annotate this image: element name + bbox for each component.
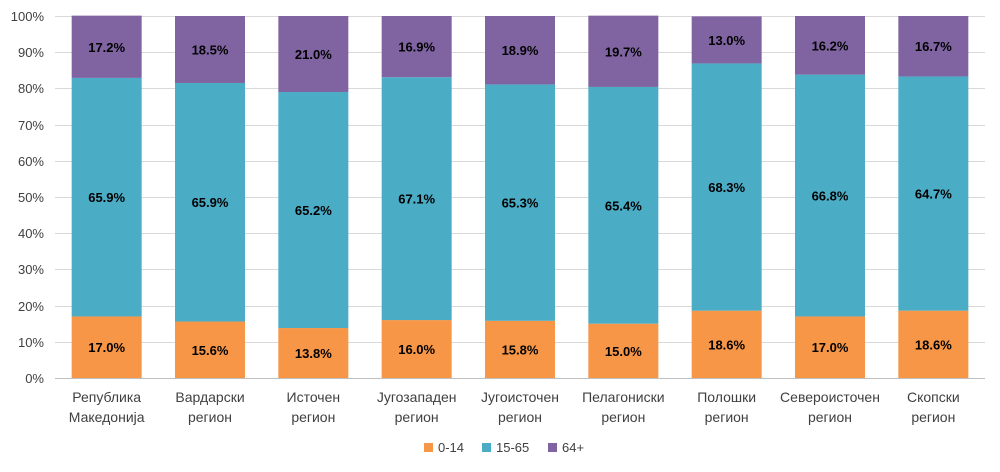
bar-segment-64+ <box>691 16 762 64</box>
data-label: 18.6% <box>915 337 952 352</box>
y-tick-label: 90% <box>18 45 44 60</box>
x-tick-label: Скопски <box>907 389 960 405</box>
bar-segment-64+ <box>588 15 659 87</box>
y-tick-label: 0% <box>25 371 44 386</box>
data-label: 18.5% <box>192 42 229 57</box>
x-tick-label: Македонија <box>69 409 145 425</box>
bar-segment-0-14 <box>278 328 349 378</box>
x-tick-label: Источен <box>287 389 341 405</box>
x-tick-label: регион <box>911 409 955 425</box>
data-label: 17.0% <box>812 340 849 355</box>
bar-segment-15-65 <box>71 77 142 317</box>
legend-label: 0-14 <box>438 440 464 455</box>
x-tick-label: регион <box>498 409 542 425</box>
data-label: 65.9% <box>192 195 229 210</box>
bar-segment-0-14 <box>381 320 452 378</box>
x-tick-label: Република <box>72 389 141 405</box>
data-label: 16.9% <box>398 40 435 55</box>
x-tick-label: регион <box>188 409 232 425</box>
data-label: 16.0% <box>398 342 435 357</box>
legend-swatch <box>424 443 433 452</box>
bar-segment-0-14 <box>485 320 555 378</box>
x-tick-label: регион <box>808 409 852 425</box>
bar-segment-0-14 <box>588 323 659 378</box>
data-label: 18.6% <box>708 337 745 352</box>
data-label: 66.8% <box>812 189 849 204</box>
bar-segment-15-65 <box>691 63 762 311</box>
y-tick-label: 50% <box>18 190 44 205</box>
bar-segment-0-14 <box>691 310 762 378</box>
data-label: 21.0% <box>295 47 332 62</box>
data-label: 67.1% <box>398 192 435 207</box>
y-axis: 0% 10% 20% 30% 40% 50% 60% 70% 80% 90% 100% <box>11 9 45 386</box>
x-tick-label: Пелагониски <box>582 389 664 405</box>
data-label: 17.2% <box>88 40 125 55</box>
data-label: 13.8% <box>295 346 332 361</box>
x-tick-label: регион <box>705 409 749 425</box>
legend: 0-14 15-65 64+ <box>424 440 584 455</box>
x-tick-label: Југоисточен <box>481 389 559 405</box>
data-label: 64.7% <box>915 187 952 202</box>
data-label: 16.7% <box>915 39 952 54</box>
x-tick-label: Полошки <box>697 389 756 405</box>
x-axis: Република Македонија Вардарски регион Источе… <box>69 389 960 425</box>
bar-segment-64+ <box>278 16 349 93</box>
data-label: 68.3% <box>708 180 745 195</box>
x-tick-label: регион <box>291 409 335 425</box>
bar-segment-64+ <box>898 16 969 77</box>
data-label: 65.3% <box>502 196 539 211</box>
bar-segment-0-14 <box>795 316 865 378</box>
legend-swatch <box>482 443 491 452</box>
bar-segment-64+ <box>175 16 245 83</box>
bar-segment-0-14 <box>898 310 969 378</box>
bar-segment-64+ <box>71 15 142 78</box>
bar-segment-15-65 <box>381 77 452 321</box>
y-tick-label: 70% <box>18 118 44 133</box>
y-tick-label: 20% <box>18 299 44 314</box>
data-label: 17.0% <box>88 340 125 355</box>
x-tick-label: регион <box>601 409 645 425</box>
y-tick-label: 60% <box>18 154 44 169</box>
bar-segment-0-14 <box>175 321 245 378</box>
data-label: 19.7% <box>605 44 642 59</box>
data-label: 16.2% <box>812 38 849 53</box>
bar-segment-64+ <box>795 16 865 75</box>
y-tick-label: 100% <box>11 9 45 24</box>
bar-segment-64+ <box>381 16 452 78</box>
y-tick-label: 10% <box>18 335 44 350</box>
data-label: 65.2% <box>295 203 332 218</box>
bar-segment-15-65 <box>588 86 659 324</box>
y-tick-label: 40% <box>18 226 44 241</box>
data-label: 65.9% <box>88 190 125 205</box>
bar-segment-15-65 <box>898 76 969 311</box>
y-tick-label: 80% <box>18 81 44 96</box>
x-tick-label: Вардарски <box>175 389 244 405</box>
data-label: 15.8% <box>502 342 539 357</box>
bar-segment-64+ <box>485 16 555 85</box>
legend-swatch <box>548 443 557 452</box>
legend-label: 64+ <box>562 440 584 455</box>
x-tick-label: регион <box>395 409 439 425</box>
data-label: 15.6% <box>192 343 229 358</box>
x-tick-label: Североисточен <box>780 389 880 405</box>
bar-segment-15-65 <box>175 82 245 322</box>
y-tick-label: 30% <box>18 262 44 277</box>
bar-segment-15-65 <box>278 92 349 329</box>
bar-segment-0-14 <box>71 316 142 378</box>
data-label: 65.4% <box>605 198 642 213</box>
data-label: 13.0% <box>708 33 745 48</box>
data-label: 15.0% <box>605 344 642 359</box>
legend-label: 15-65 <box>496 440 529 455</box>
data-label: 18.9% <box>502 43 539 58</box>
x-tick-label: Југозападен <box>377 389 457 405</box>
bars: 17.0% 65.9% 17.2% 15.6% 65.9% 18.5% 13.8% 65.2%… <box>71 15 969 378</box>
bar-segment-15-65 <box>795 74 865 317</box>
bar-segment-15-65 <box>485 84 555 321</box>
